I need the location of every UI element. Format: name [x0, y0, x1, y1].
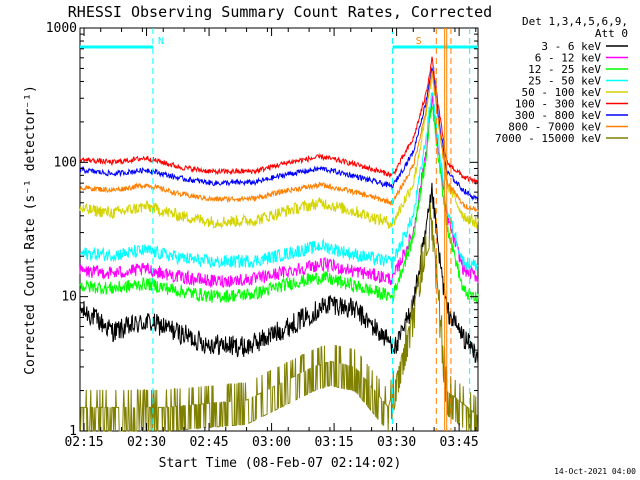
marker-layer: [152, 28, 471, 431]
legend-label: 800 - 7000 keV: [508, 121, 601, 134]
legend-label: 6 - 12 keV: [535, 52, 602, 65]
timestamp: 14-Oct-2021 04:00: [554, 467, 636, 476]
series-line-3: [79, 106, 479, 304]
series-line-4: [79, 91, 479, 271]
series-line-6: [79, 56, 479, 185]
chart-title: RHESSI Observing Summary Count Rates, Co…: [68, 3, 492, 21]
x-tick-label: 03:30: [377, 435, 416, 450]
series-layer: [79, 56, 479, 432]
series-line-9: [80, 203, 478, 432]
series-line-7: [79, 67, 479, 203]
legend-label: 25 - 50 keV: [528, 75, 601, 88]
x-tick-label: 02:45: [189, 435, 228, 450]
legend-label: 50 - 100 keV: [522, 86, 602, 99]
x-tick-label: 02:15: [64, 435, 103, 450]
tick-layer: [80, 27, 478, 432]
y-tick-label: 1000: [46, 21, 77, 36]
y-axis-label: Corrected Count Rate (s⁻¹ detector⁻¹): [23, 85, 38, 375]
y-tick-label: 1: [69, 424, 77, 439]
x-tick-label: 02:30: [127, 435, 166, 450]
legend-header-attenuator: Att 0: [595, 27, 628, 40]
legend-label: 300 - 800 keV: [515, 109, 601, 122]
x-tick-labels: 02:15 02:30 02:45 03:00 03:15 03:30 03:45: [64, 435, 478, 450]
series-line-5: [79, 72, 479, 230]
x-axis-label: Start Time (08-Feb-07 02:14:02): [159, 456, 402, 471]
series-line-8: [79, 70, 479, 213]
flag-label-S: S: [416, 36, 422, 47]
legend-label: 3 - 6 keV: [541, 40, 601, 53]
y-tick-label: 100: [54, 155, 77, 170]
plot-frame: [79, 27, 479, 432]
legend-label: 7000 - 15000 keV: [495, 132, 601, 145]
flag-label-N: N: [158, 36, 164, 47]
legend-header-detectors: Det 1,3,4,5,6,9,: [522, 15, 628, 28]
legend-label: 12 - 25 keV: [528, 63, 601, 76]
y-tick-label: 10: [61, 290, 77, 305]
x-tick-label: 03:45: [440, 435, 479, 450]
legend-label: 100 - 300 keV: [515, 98, 601, 111]
y-tick-labels: 1 10 100 1000: [46, 21, 77, 439]
x-tick-label: 03:15: [315, 435, 354, 450]
x-tick-label: 03:00: [252, 435, 291, 450]
